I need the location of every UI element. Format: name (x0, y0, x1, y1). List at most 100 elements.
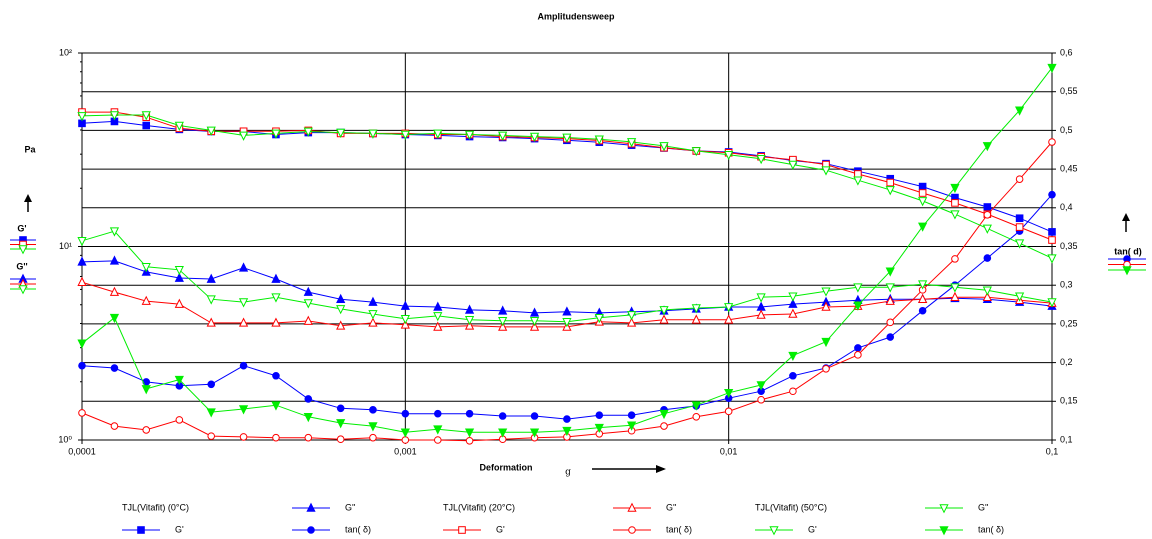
legend-group: TJL(Vitafit) (50°C) (755, 502, 827, 512)
legend-label: G' (175, 524, 184, 534)
data-point (950, 283, 960, 293)
data-point (464, 304, 475, 314)
data-point (239, 433, 248, 441)
data-point (756, 293, 766, 303)
data-point (174, 121, 184, 131)
data-point (529, 321, 540, 331)
data-point (498, 412, 507, 420)
data-point (109, 255, 120, 265)
data-point (238, 262, 249, 272)
data-point (594, 423, 604, 434)
legend-key-marker (458, 526, 466, 534)
data-point (238, 131, 249, 141)
y2-tick-label: 0,25 (1060, 318, 1078, 328)
legend-key-marker (769, 526, 779, 536)
data-point (1015, 214, 1024, 223)
x-tick-label: 0,0001 (68, 446, 96, 456)
legend-key-marker (306, 502, 316, 512)
legend-key-marker (628, 526, 636, 534)
y2-tick-label: 0,55 (1060, 86, 1078, 96)
data-point (724, 150, 734, 161)
data-point (141, 385, 151, 395)
data-point (142, 121, 151, 130)
data-point (174, 375, 184, 386)
legend-key-marker (137, 526, 145, 534)
legend-label: tan( δ) (345, 524, 371, 534)
legend-key-marker (307, 526, 315, 534)
data-point (788, 160, 798, 171)
data-point (563, 415, 571, 423)
data-point (724, 303, 734, 313)
data-point (464, 320, 475, 330)
y2-key-marker (1122, 266, 1132, 276)
data-point (400, 300, 410, 310)
data-point (918, 293, 928, 304)
data-point (788, 351, 798, 362)
y2-tick-label: 0,1 (1060, 434, 1073, 444)
y2-tick-label: 0,6 (1060, 47, 1073, 57)
x-tick-label: 0,001 (394, 446, 417, 456)
data-point (109, 313, 120, 324)
data-point (464, 428, 475, 438)
data-point (433, 129, 443, 139)
data-point (336, 128, 346, 138)
data-point (239, 361, 248, 370)
data-point (918, 280, 928, 290)
y-tick-label: 10² (59, 47, 72, 57)
data-point (400, 315, 410, 325)
data-point (77, 339, 87, 349)
data-point (142, 426, 151, 434)
y-arrow-head (24, 194, 32, 202)
legend-key-marker (627, 502, 637, 512)
data-point (918, 222, 928, 232)
data-point (659, 314, 669, 324)
y-key-marker (18, 285, 28, 295)
data-point (789, 387, 797, 396)
data-point (982, 224, 992, 234)
data-point (595, 411, 604, 420)
series-line (81, 67, 1053, 433)
data-point (918, 197, 928, 207)
data-point (1015, 175, 1024, 183)
data-point (401, 409, 410, 418)
x-axis-label: Deformation (479, 462, 532, 472)
data-point (724, 388, 734, 399)
data-point (562, 306, 572, 316)
data-point (498, 131, 508, 141)
legend-group: TJL(Vitafit) (20°C) (443, 502, 515, 512)
data-point (271, 401, 281, 411)
data-point (174, 265, 184, 276)
data-point (336, 320, 346, 330)
data-point (400, 130, 410, 140)
data-point (950, 183, 960, 194)
data-point (822, 364, 830, 373)
data-point (303, 315, 313, 325)
x-arrow-head (656, 465, 666, 473)
data-point (465, 409, 474, 418)
data-point (983, 254, 992, 262)
data-point (562, 426, 572, 437)
legend-label: tan( δ) (666, 524, 692, 534)
data-point (562, 133, 572, 143)
data-point (885, 186, 895, 196)
data-point (886, 318, 895, 327)
data-point (271, 129, 281, 139)
data-point (660, 422, 668, 430)
y-key-label: G' (17, 223, 26, 233)
data-point (788, 298, 798, 308)
data-point (336, 305, 346, 315)
data-point (498, 321, 508, 331)
data-point (1048, 190, 1056, 199)
data-point (400, 428, 410, 438)
data-point (854, 344, 862, 352)
data-point (433, 436, 442, 444)
data-point (175, 416, 184, 424)
legend-key-marker (939, 526, 949, 536)
data-point (757, 395, 765, 404)
data-point (77, 112, 87, 122)
data-point (369, 406, 377, 414)
y2-tick-label: 0,5 (1060, 125, 1073, 135)
data-point (886, 178, 895, 187)
data-point (272, 433, 280, 442)
